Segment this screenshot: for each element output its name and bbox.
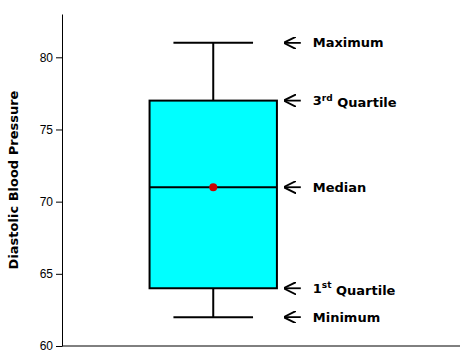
annotation-arrow: [285, 100, 301, 102]
y-tick-label: 75: [40, 123, 54, 137]
lower-cap: [173, 316, 253, 318]
y-tick-mark: [56, 274, 62, 275]
annotation-text: Median: [313, 180, 367, 195]
annotation-text: 1st Quartile: [313, 280, 396, 298]
y-axis: 60 65 70 75 80: [40, 15, 63, 354]
y-tick: 80: [40, 51, 62, 65]
y-tick: 75: [40, 123, 62, 137]
y-axis-line: [62, 15, 63, 347]
lower-whisker: [212, 288, 214, 317]
mean-dot: [209, 183, 217, 191]
annotation-label: 3: [313, 93, 322, 108]
y-tick: 60: [40, 339, 62, 353]
annotation-superscript: rd: [322, 93, 333, 103]
annotation-label: Median: [313, 180, 367, 195]
annotation-text: Maximum: [313, 35, 384, 50]
box-plot: [150, 43, 277, 317]
annotation-label: Maximum: [313, 35, 384, 50]
annotation-suffix: Quartile: [331, 283, 395, 298]
y-tick-label: 70: [40, 195, 54, 209]
annotation-text: Minimum: [313, 310, 380, 325]
y-tick-label: 80: [40, 51, 54, 65]
chart: 60 65 70 75 80 Diastolic Blood Pressure Maximu…: [0, 0, 474, 362]
plot: 60 65 70 75 80 Diastolic Blood Pressure Maximu…: [6, 15, 460, 354]
annotation-arrow: [285, 186, 301, 188]
x-axis-line: [62, 346, 460, 347]
upper-whisker: [212, 43, 214, 101]
annotations: Maximum 3rd Quartile Median 1st Quartile Min…: [285, 35, 397, 324]
box: [150, 101, 277, 289]
y-tick-mark: [56, 202, 62, 203]
y-tick-mark: [56, 346, 62, 347]
annotation-arrow: [285, 287, 301, 289]
annotation-arrow: [285, 316, 301, 318]
upper-cap: [173, 42, 253, 44]
y-tick-label: 60: [40, 339, 54, 353]
annotation-text: 3rd Quartile: [313, 93, 397, 111]
y-axis-title: Diastolic Blood Pressure: [6, 90, 21, 269]
annotation-suffix: Quartile: [333, 95, 397, 110]
y-tick-mark: [56, 57, 62, 58]
annotation-arrow: [285, 42, 301, 44]
annotation-label: 1: [313, 281, 322, 296]
annotation-label: Minimum: [313, 310, 380, 325]
y-tick-mark: [56, 129, 62, 130]
y-tick-label: 65: [40, 267, 54, 281]
y-tick: 70: [40, 195, 62, 209]
y-tick: 65: [40, 267, 62, 281]
